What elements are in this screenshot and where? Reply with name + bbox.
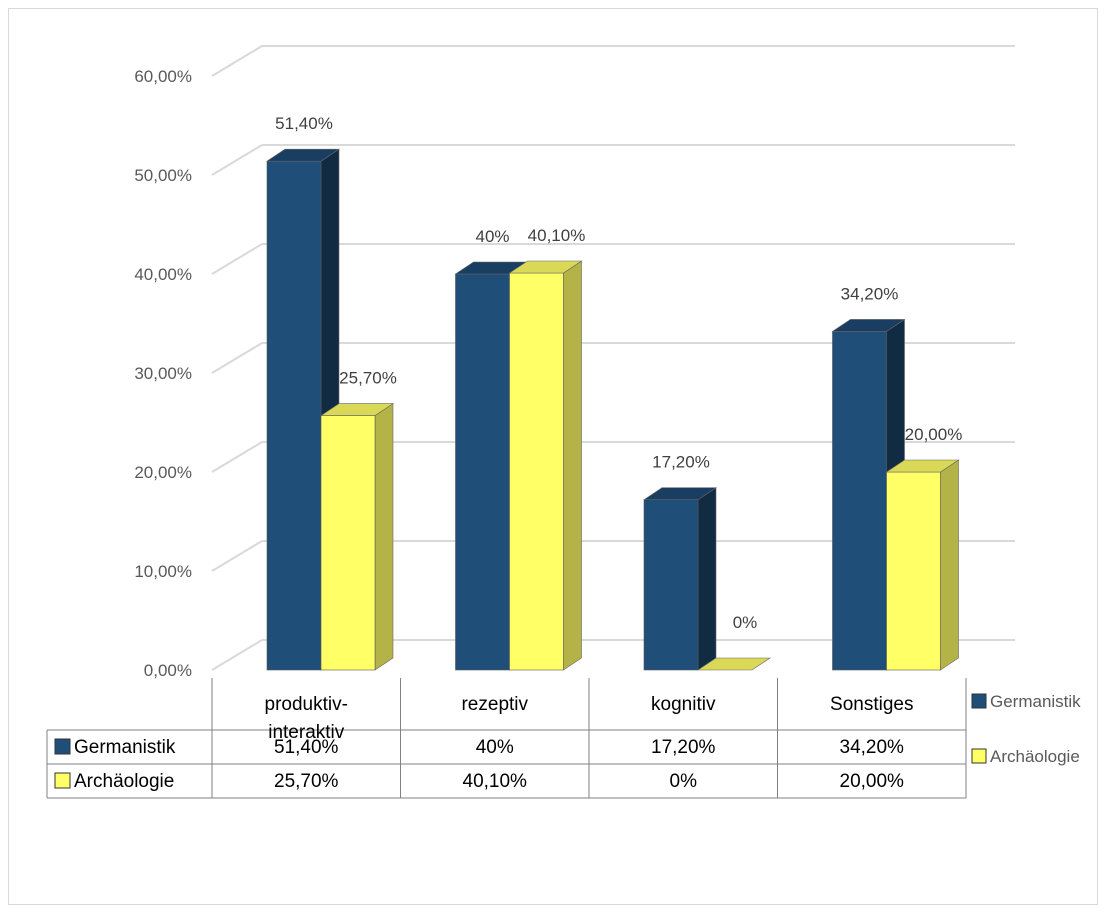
category-label: kognitiv — [651, 694, 716, 715]
bar — [886, 471, 941, 671]
category-label: rezeptiv — [461, 694, 528, 715]
bar-top — [885, 459, 960, 473]
data-label: 20,00% — [905, 425, 963, 444]
table-cell: 25,70% — [274, 771, 339, 792]
bar-side — [374, 403, 394, 671]
category-label: Sonstiges — [830, 694, 913, 715]
y-tick-label: 60,00% — [134, 67, 192, 86]
bar — [266, 160, 322, 671]
y-tick-label: 30,00% — [134, 364, 192, 383]
table-cell: 0% — [670, 771, 698, 792]
table-series-name: Germanistik — [74, 737, 176, 758]
data-label: 25,70% — [339, 369, 397, 388]
legend-label: Germanistik — [990, 692, 1081, 711]
table-legend-key — [54, 772, 71, 789]
gridline-side — [211, 342, 263, 374]
gridline-side — [211, 45, 263, 77]
legend-label: Archäologie — [990, 747, 1080, 766]
y-tick-label: 40,00% — [134, 265, 192, 284]
bar-top — [320, 403, 394, 416]
bar-side — [563, 260, 582, 671]
gridline-side — [211, 639, 263, 671]
table-cell: 20,00% — [840, 771, 905, 792]
bar — [455, 273, 510, 671]
data-label: 34,20% — [841, 284, 899, 303]
bar-side — [940, 459, 959, 671]
category-label: produktiv- — [265, 694, 348, 715]
gridline-side — [211, 243, 263, 275]
bar — [643, 499, 699, 671]
y-tick-label: 10,00% — [134, 562, 192, 581]
gridline-side — [211, 144, 263, 176]
y-tick-label: 0,00% — [144, 661, 192, 680]
y-tick-label: 20,00% — [134, 463, 192, 482]
bar-side — [697, 487, 717, 671]
gridline-side — [211, 540, 263, 572]
table-cell: 51,40% — [274, 737, 339, 758]
bar — [509, 272, 564, 671]
legend-swatch — [971, 748, 987, 764]
bar — [832, 331, 887, 671]
bar-top — [508, 260, 583, 274]
table-cell: 40,10% — [463, 771, 528, 792]
bar-top — [643, 487, 717, 501]
table-legend-key — [54, 738, 71, 755]
table-series-name: Archäologie — [74, 771, 174, 792]
category-label: interaktiv — [268, 722, 345, 743]
legend-swatch — [971, 693, 987, 709]
table-cell: 17,20% — [651, 737, 716, 758]
y-tick-label: 50,00% — [134, 166, 192, 185]
gridline-side — [211, 441, 263, 473]
data-label: 40% — [475, 227, 509, 246]
table-cell: 40% — [476, 737, 514, 758]
data-label: 17,20% — [652, 453, 710, 472]
data-label: 0% — [733, 613, 758, 632]
bar — [320, 415, 376, 671]
bar-top — [266, 148, 340, 162]
data-label: 40,10% — [528, 226, 586, 245]
data-label: 51,40% — [275, 114, 333, 133]
table-cell: 34,20% — [840, 737, 905, 758]
bar-top — [831, 319, 906, 332]
bar-top — [697, 657, 771, 671]
